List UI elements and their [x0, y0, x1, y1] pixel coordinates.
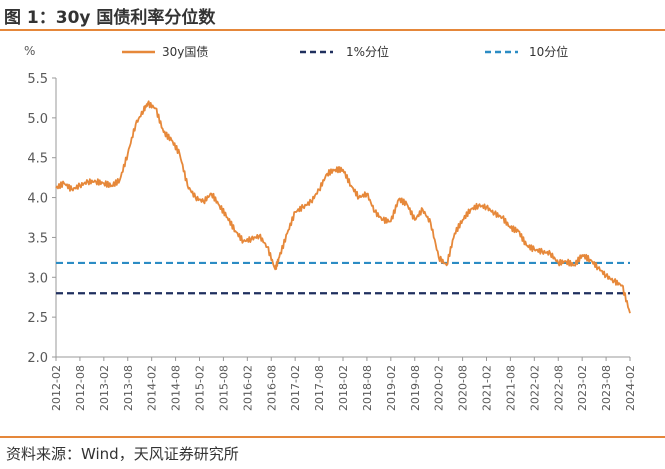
y-tick-label: 2.0	[27, 351, 48, 366]
x-tick-label: 2023-08	[600, 365, 613, 411]
x-tick-label: 2013-02	[98, 365, 111, 411]
x-tick-label: 2015-08	[217, 365, 230, 411]
y-tick-label: 4.0	[27, 192, 48, 207]
x-axis: 2012-02 2012-08 2013-02 2013-08 2014-02 2014-…	[50, 356, 637, 411]
x-tick-label: 2013-08	[122, 365, 135, 411]
yield-series	[55, 100, 631, 314]
y-tick-label: 5.0	[27, 112, 48, 127]
y-tick-label: 2.5	[27, 311, 48, 326]
chart-legend: 30y国债 1%分位 10分位	[122, 44, 568, 59]
y-tick-label: 4.5	[27, 152, 48, 167]
legend-label-30y: 30y国债	[162, 45, 208, 59]
x-tick-label: 2018-02	[337, 365, 350, 411]
y-tick-label: 3.5	[27, 231, 48, 246]
y-tick-label: 3.0	[27, 271, 48, 286]
x-tick-label: 2020-08	[457, 365, 470, 411]
x-tick-label: 2012-08	[74, 365, 87, 411]
x-tick-label: 2012-02	[50, 365, 63, 411]
x-tick-label: 2023-02	[576, 365, 589, 411]
source-divider	[0, 436, 665, 438]
x-tick-label: 2020-02	[433, 365, 446, 411]
x-tick-label: 2017-08	[313, 365, 326, 411]
title-divider	[0, 29, 665, 31]
yield-line-30y	[55, 100, 631, 314]
x-tick-label: 2014-08	[170, 365, 183, 411]
legend-label-10pct: 10分位	[529, 44, 568, 59]
y-axis: 2.0 2.5 3.0 3.5 4.0 4.5 5.0 5.5	[27, 72, 57, 366]
x-tick-label: 2019-08	[409, 365, 422, 411]
x-tick-label: 2021-08	[504, 365, 517, 411]
x-tick-label: 2014-02	[146, 365, 159, 411]
percentile-lines	[56, 261, 630, 295]
figure-title: 图 1：30y 国债利率分位数	[4, 8, 216, 28]
source-note: 资料来源：Wind，天风证券研究所	[6, 445, 239, 463]
y-axis-unit-label: %	[24, 44, 35, 58]
x-tick-label: 2018-08	[361, 365, 374, 411]
x-tick-label: 2016-08	[265, 365, 278, 411]
line-chart: % 30y国债 1%分位 10分位 2.0 2.5 3.0 3.5 4.0 4.5 5.0 5…	[24, 44, 637, 411]
y-tick-label: 5.5	[27, 72, 48, 87]
x-tick-label: 2021-02	[481, 365, 494, 411]
x-tick-label: 2015-02	[194, 365, 207, 411]
x-tick-label: 2016-02	[241, 365, 254, 411]
x-tick-label: 2024-02	[624, 365, 637, 411]
legend-label-1pct: 1%分位	[346, 44, 389, 59]
x-tick-label: 2017-02	[289, 365, 302, 411]
x-tick-label: 2022-02	[528, 365, 541, 411]
x-tick-label: 2019-02	[385, 365, 398, 411]
x-tick-label: 2022-08	[552, 365, 565, 411]
